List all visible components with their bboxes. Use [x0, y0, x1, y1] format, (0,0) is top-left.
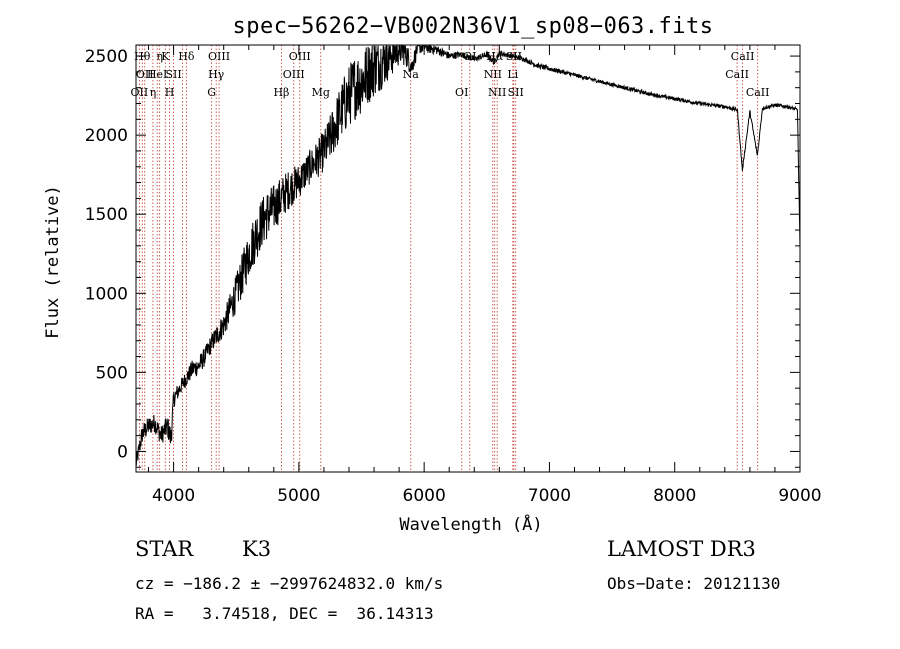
line-label: H [165, 86, 175, 99]
plot-frame [135, 44, 801, 473]
line-label: Hα [486, 50, 504, 63]
line-label: Hγ [208, 68, 225, 81]
line-label: SII [508, 86, 524, 99]
line-label: CaII [746, 86, 770, 99]
x-tick-label: 9000 [778, 486, 821, 506]
object-subclass: K3 [242, 537, 272, 561]
line-label: K [161, 50, 170, 63]
redshift-readout: cz = −186.2 ± −2997624832.0 km/s [135, 574, 444, 593]
line-markers [138, 45, 759, 472]
axis-ticks: 4000 5000 6000 7000 8000 9000 0 500 1000 1500 2000… [85, 45, 822, 506]
line-label: OIII [283, 68, 305, 81]
line-label: Hβ [273, 86, 289, 99]
line-label: G [207, 86, 216, 99]
spectrum-line [135, 45, 801, 466]
line-label: OIII [289, 50, 311, 63]
line-label: CaII [731, 50, 755, 63]
x-tick-label: 6000 [403, 486, 446, 506]
line-label: HeI [147, 68, 167, 81]
line-label: CaII [725, 68, 749, 81]
line-label: SII [506, 50, 522, 63]
x-tick-label: 4000 [152, 486, 195, 506]
line-label: OII [136, 68, 154, 81]
line-label: OIII [208, 50, 230, 63]
spectrum-layer [135, 45, 801, 466]
x-axis-label: Wavelength (Å) [399, 513, 542, 535]
line-label: Li [507, 68, 518, 81]
line-label: NII [484, 68, 502, 81]
line-label: OII [131, 86, 149, 99]
x-tick-label: 7000 [528, 486, 571, 506]
chart-title: spec−56262−VB002N36V1_sp08−063.fits [232, 14, 713, 39]
line-label: NII [488, 86, 506, 99]
line-label: OI [455, 86, 468, 99]
y-tick-label: 2000 [85, 126, 128, 146]
line-label: η [150, 86, 157, 99]
line-label: Hθ [134, 50, 151, 63]
line-label: Na [403, 68, 420, 81]
object-class: STAR [135, 537, 194, 561]
line-labels: OIIHθOIIηHeIηKHSIIHδGHγOIIIHβOIIIOIIIMgN… [131, 50, 770, 99]
y-tick-label: 2500 [85, 47, 128, 67]
line-label: Mg [312, 86, 330, 99]
line-label: SII [165, 68, 181, 81]
line-label: OI [463, 50, 476, 63]
ra-dec-readout: RA = 3.74518, DEC = 36.14313 [135, 604, 434, 623]
y-tick-label: 1500 [85, 205, 128, 225]
y-axis-label: Flux (relative) [43, 185, 63, 339]
x-tick-label: 8000 [653, 486, 696, 506]
y-tick-label: 500 [96, 363, 128, 383]
line-label: Hδ [178, 50, 195, 63]
x-tick-label: 5000 [277, 486, 320, 506]
y-tick-label: 0 [117, 442, 128, 462]
survey-name: LAMOST DR3 [607, 537, 756, 561]
y-tick-label: 1000 [85, 284, 128, 304]
line-label: η [156, 50, 163, 63]
obs-date: Obs−Date: 20121130 [607, 574, 781, 593]
